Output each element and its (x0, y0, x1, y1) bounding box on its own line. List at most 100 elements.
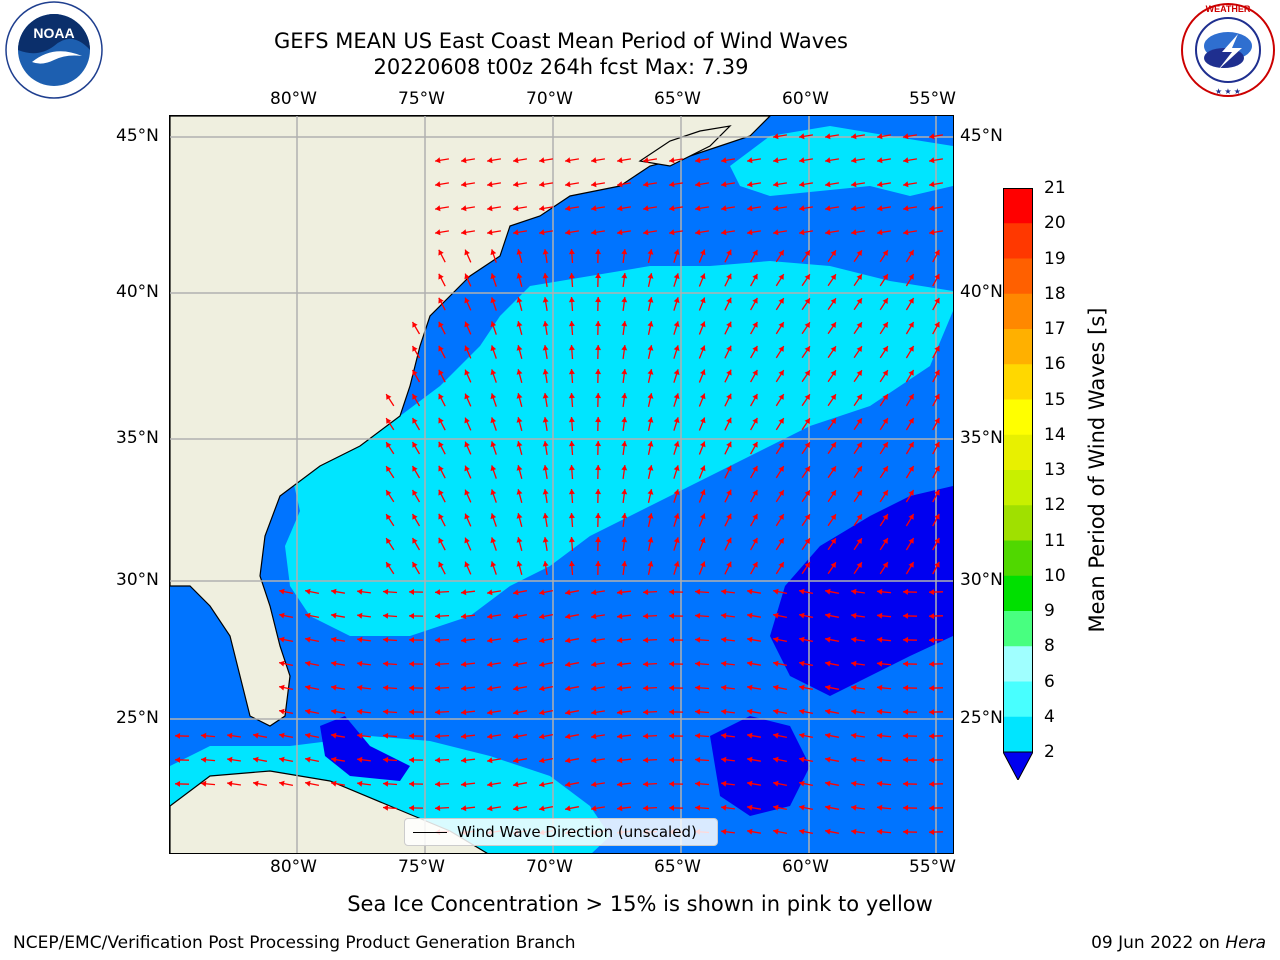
wind-wave-arrow (568, 416, 575, 432)
wind-wave-arrow (512, 757, 528, 764)
wind-wave-arrow (616, 781, 632, 788)
wind-wave-arrow (694, 612, 710, 619)
wind-wave-arrow (278, 636, 294, 643)
wind-wave-arrow (408, 637, 424, 643)
wind-wave-arrow (464, 369, 472, 383)
legend-label: Wind Wave Direction (unscaled) (457, 823, 697, 841)
wind-wave-arrow (490, 561, 497, 575)
wind-wave-arrow (647, 249, 654, 263)
wind-wave-arrow (278, 780, 294, 787)
wind-wave-arrow (385, 561, 395, 575)
wind-wave-arrow (568, 488, 575, 504)
wind-wave-arrow (438, 441, 446, 455)
wind-wave-arrow (905, 393, 915, 407)
wind-wave-arrow (490, 345, 497, 359)
wind-wave-arrow (411, 513, 421, 527)
wind-wave-arrow (801, 561, 811, 575)
wind-wave-arrow (772, 732, 788, 739)
wind-wave-arrow (801, 369, 811, 383)
wind-wave-arrow (902, 205, 918, 212)
wind-wave-arrow (568, 344, 575, 360)
wind-wave-arrow (902, 612, 918, 619)
wind-wave-arrow (775, 249, 785, 263)
wind-wave-arrow (564, 637, 580, 644)
wind-wave-arrow (408, 733, 424, 739)
wind-wave-arrow (538, 157, 554, 164)
wind-wave-arrow (434, 685, 450, 692)
wind-wave-arrow (304, 756, 320, 763)
wind-wave-arrow (932, 537, 940, 551)
wind-wave-arrow (801, 345, 811, 359)
wind-wave-arrow (673, 465, 680, 479)
wind-wave-arrow (460, 181, 476, 188)
lon-tick-label: 60°W (782, 857, 829, 877)
colorbar-tick-label: 21 (1044, 178, 1066, 198)
wind-wave-arrow (801, 393, 811, 407)
wind-wave-arrow (746, 205, 762, 212)
wind-wave-arrow (721, 828, 735, 835)
wind-wave-arrow (876, 828, 892, 835)
wind-wave-arrow (200, 780, 216, 787)
wind-wave-arrow (746, 708, 762, 715)
wind-wave-arrow (750, 297, 758, 311)
wind-wave-arrow (850, 229, 866, 236)
wind-wave-arrow (876, 732, 892, 739)
wind-wave-arrow (278, 612, 294, 619)
wind-wave-arrow (772, 229, 788, 236)
period-band-under-2-b (710, 716, 810, 816)
wind-wave-arrow (200, 756, 216, 763)
period-band-under-2 (770, 486, 953, 696)
wind-wave-arrow (746, 612, 762, 619)
wind-wave-arrow (486, 637, 502, 644)
wind-wave-arrow (647, 417, 654, 431)
wind-wave-arrow (434, 157, 450, 164)
wind-wave-arrow (564, 205, 580, 212)
wind-wave-arrow (824, 756, 840, 763)
wind-wave-arrow (902, 732, 918, 739)
wind-wave-arrow (876, 804, 892, 811)
wind-wave-arrow (721, 684, 735, 691)
wind-wave-arrow (385, 441, 395, 455)
wind-wave-arrow (876, 133, 892, 140)
wind-wave-arrow (408, 757, 424, 763)
wind-wave-arrow (357, 732, 371, 739)
wind-wave-arrow (879, 537, 889, 551)
wind-wave-arrow (538, 637, 554, 644)
wind-wave-arrow (568, 464, 575, 480)
wind-wave-arrow (668, 661, 684, 667)
wind-wave-arrow (616, 229, 632, 236)
wind-wave-arrow (772, 205, 788, 212)
lon-tick-label: 80°W (270, 89, 317, 109)
colorbar-band (1003, 716, 1033, 753)
period-band-under-2-c (320, 716, 410, 781)
wind-wave-arrow (227, 732, 241, 739)
wind-wave-arrow (512, 685, 528, 692)
wind-wave-arrow (798, 181, 814, 188)
wind-wave-arrow (673, 369, 680, 383)
wind-wave-arrow (304, 636, 320, 643)
colorbar-band (1003, 258, 1033, 295)
wind-wave-arrow (512, 589, 528, 596)
wind-wave-arrow (647, 369, 654, 383)
wind-wave-arrow (382, 636, 398, 643)
wind-wave-arrow (357, 588, 371, 595)
wind-wave-arrow (851, 780, 865, 787)
wind-wave-arrow (642, 733, 658, 740)
wind-wave-arrow (568, 368, 575, 384)
wind-wave-arrow (746, 181, 762, 188)
wind-wave-arrow (486, 709, 502, 716)
wind-wave-arrow (516, 393, 523, 407)
wind-wave-arrow (227, 780, 241, 787)
wind-wave-arrow (542, 488, 549, 504)
wind-wave-arrow (668, 589, 684, 595)
wind-wave-arrow (642, 661, 658, 668)
wind-wave-arrow (694, 157, 710, 164)
wind-wave-arrow (490, 321, 497, 335)
wind-wave-arrow (724, 465, 732, 479)
wind-wave-arrow (616, 709, 632, 716)
wind-wave-arrow (772, 133, 788, 140)
wind-wave-arrow (694, 660, 710, 667)
wind-wave-arrow (595, 464, 602, 480)
wind-wave-arrow (720, 157, 736, 164)
wind-wave-arrow (801, 417, 811, 431)
